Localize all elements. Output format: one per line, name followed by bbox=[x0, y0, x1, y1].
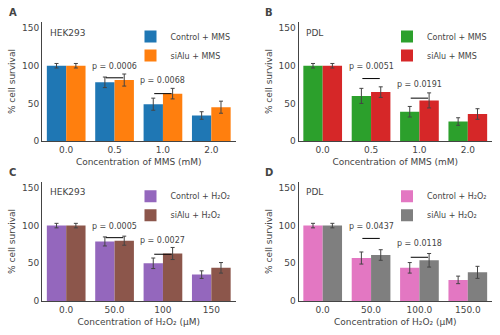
svg-text:A: A bbox=[9, 7, 17, 18]
svg-text:100: 100 bbox=[279, 61, 296, 71]
svg-text:0.0: 0.0 bbox=[316, 305, 331, 315]
svg-text:0.5: 0.5 bbox=[364, 145, 378, 155]
svg-text:p = 0.0118: p = 0.0118 bbox=[397, 239, 442, 248]
svg-text:HEK293: HEK293 bbox=[50, 28, 86, 38]
svg-text:p = 0.0068: p = 0.0068 bbox=[140, 76, 185, 85]
svg-text:p = 0.0027: p = 0.0027 bbox=[140, 236, 185, 245]
svg-text:Concentration of H₂O₂ (μM): Concentration of H₂O₂ (μM) bbox=[334, 317, 457, 327]
svg-text:Control + H₂O₂: Control + H₂O₂ bbox=[427, 192, 486, 201]
svg-text:siAlu + MMS: siAlu + MMS bbox=[427, 52, 477, 61]
svg-text:Control + MMS: Control + MMS bbox=[171, 33, 231, 42]
svg-text:% cell survival: % cell survival bbox=[264, 209, 274, 274]
svg-text:% cell survival: % cell survival bbox=[7, 49, 17, 114]
svg-text:siAlu + H₂O₂: siAlu + H₂O₂ bbox=[427, 211, 477, 220]
svg-text:1.0: 1.0 bbox=[156, 145, 171, 155]
svg-text:2.0: 2.0 bbox=[461, 145, 476, 155]
svg-text:100: 100 bbox=[22, 61, 39, 71]
svg-text:Concentration of MMS (mM): Concentration of MMS (mM) bbox=[332, 157, 458, 167]
svg-text:Concentration of H₂O₂ (μM): Concentration of H₂O₂ (μM) bbox=[77, 317, 200, 327]
svg-text:50.0: 50.0 bbox=[361, 305, 381, 315]
svg-text:50: 50 bbox=[28, 99, 40, 109]
svg-text:100: 100 bbox=[279, 221, 296, 231]
svg-text:siAlu + H₂O₂: siAlu + H₂O₂ bbox=[171, 211, 221, 220]
svg-text:HEK293: HEK293 bbox=[50, 187, 86, 197]
svg-text:100: 100 bbox=[154, 305, 171, 315]
svg-text:0: 0 bbox=[33, 296, 39, 306]
svg-text:siAlu + MMS: siAlu + MMS bbox=[171, 52, 221, 61]
svg-text:100.0: 100.0 bbox=[407, 305, 433, 315]
svg-text:150: 150 bbox=[279, 183, 296, 193]
svg-text:150: 150 bbox=[279, 23, 296, 33]
svg-text:Control + H₂O₂: Control + H₂O₂ bbox=[171, 192, 230, 201]
svg-text:0: 0 bbox=[290, 136, 296, 146]
svg-text:150: 150 bbox=[22, 23, 39, 33]
svg-text:B: B bbox=[265, 7, 273, 18]
svg-text:150: 150 bbox=[22, 183, 39, 193]
svg-text:0.0: 0.0 bbox=[316, 145, 331, 155]
svg-text:p = 0.0051: p = 0.0051 bbox=[349, 62, 394, 71]
svg-text:50: 50 bbox=[284, 258, 296, 268]
svg-text:2.0: 2.0 bbox=[204, 145, 219, 155]
svg-text:Control + MMS: Control + MMS bbox=[427, 33, 487, 42]
svg-text:% cell survival: % cell survival bbox=[264, 49, 274, 114]
svg-text:100: 100 bbox=[22, 221, 39, 231]
svg-text:1.0: 1.0 bbox=[412, 145, 427, 155]
svg-text:0: 0 bbox=[33, 136, 39, 146]
svg-text:50: 50 bbox=[284, 99, 296, 109]
svg-text:p = 0.0191: p = 0.0191 bbox=[397, 80, 442, 89]
svg-text:0.5: 0.5 bbox=[107, 145, 121, 155]
svg-text:% cell survival: % cell survival bbox=[7, 209, 17, 274]
svg-text:D: D bbox=[265, 167, 273, 178]
svg-text:PDL: PDL bbox=[306, 28, 323, 38]
svg-text:0: 0 bbox=[290, 296, 296, 306]
svg-text:PDL: PDL bbox=[306, 187, 323, 197]
svg-text:p = 0.0006: p = 0.0006 bbox=[92, 62, 137, 71]
svg-text:150.0: 150.0 bbox=[455, 305, 481, 315]
svg-text:50: 50 bbox=[28, 258, 40, 268]
svg-text:50.0: 50.0 bbox=[105, 305, 125, 315]
svg-text:C: C bbox=[9, 167, 16, 178]
svg-text:p = 0.0005: p = 0.0005 bbox=[92, 222, 137, 231]
svg-text:Concentration of MMS (mM): Concentration of MMS (mM) bbox=[76, 157, 202, 167]
svg-text:0.0: 0.0 bbox=[59, 145, 74, 155]
svg-text:150: 150 bbox=[203, 305, 220, 315]
svg-text:0.0: 0.0 bbox=[59, 305, 74, 315]
svg-text:p = 0.0437: p = 0.0437 bbox=[349, 222, 394, 231]
